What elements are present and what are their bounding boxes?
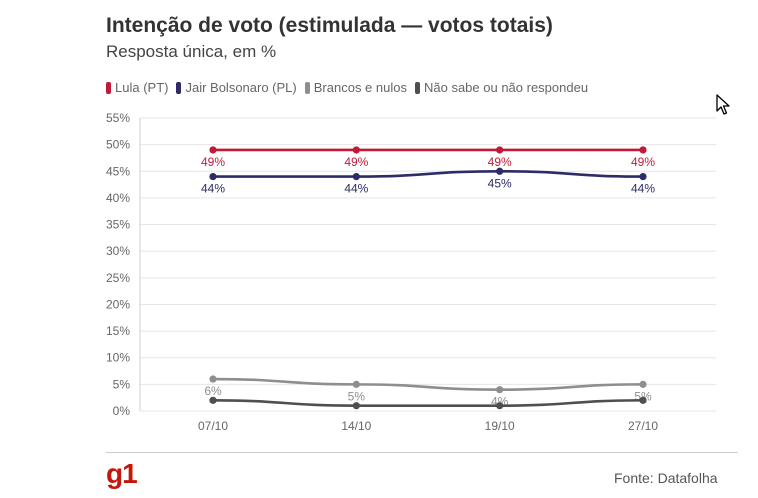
line-chart: 0% 5% 10% 15% 20% 25% 30% 35% 40% 45% 50% 55% 07/10 1…	[106, 111, 716, 433]
data-label-lula-pt: 49%	[488, 155, 512, 169]
data-point-brancos-e-nulos	[209, 375, 217, 383]
source-credit: Fonte: Datafolha	[614, 470, 718, 486]
data-point-nao-sabe-ou-nao-respondeu	[639, 396, 647, 404]
y-tick-label: 10%	[106, 351, 130, 365]
data-point-jair-bolsonaro-pl	[352, 173, 360, 181]
data-point-jair-bolsonaro-pl	[496, 167, 504, 175]
data-label-brancos-e-nulos: 6%	[204, 384, 222, 398]
data-point-jair-bolsonaro-pl	[639, 173, 647, 181]
legend-item-lula-pt: Lula (PT)	[106, 80, 168, 95]
y-tick-label: 45%	[106, 164, 130, 178]
data-label-brancos-e-nulos: 5%	[348, 389, 366, 403]
y-tick-label: 55%	[106, 111, 130, 125]
data-label-lula-pt: 49%	[631, 155, 655, 169]
legend-label: Brancos e nulos	[313, 80, 407, 95]
series-line-brancos-e-nulos	[211, 377, 645, 391]
y-tick-label: 30%	[106, 244, 130, 258]
series-line-jair-bolsonaro-pl	[211, 169, 645, 178]
chart-subtitle: Resposta única, em %	[106, 42, 277, 61]
data-label-jair-bolsonaro-pl: 44%	[631, 182, 655, 196]
arrow-cursor-icon	[716, 94, 730, 115]
chart-legend: Lula (PT) Jair Bolsonaro (PL) Brancos e nu…	[106, 80, 588, 95]
y-tick-label: 40%	[106, 191, 130, 205]
series-line-nao-sabe-ou-nao-respondeu	[211, 399, 645, 407]
data-point-brancos-e-nulos	[352, 380, 360, 388]
x-tick-label: 07/10	[198, 419, 228, 433]
g1-logo: g1	[106, 458, 138, 489]
data-point-nao-sabe-ou-nao-respondeu	[209, 396, 217, 404]
data-point-brancos-e-nulos	[639, 380, 647, 388]
data-label-jair-bolsonaro-pl: 44%	[201, 182, 225, 196]
chart-title: Intenção de voto (estimulada — votos tot…	[106, 14, 553, 37]
y-tick-label: 35%	[106, 218, 130, 232]
data-label-lula-pt: 49%	[344, 155, 368, 169]
y-tick-label: 15%	[106, 324, 130, 338]
data-label-jair-bolsonaro-pl: 45%	[488, 176, 512, 190]
legend-label: Não sabe ou não respondeu	[423, 80, 589, 95]
data-point-nao-sabe-ou-nao-respondeu	[496, 402, 504, 410]
y-tick-label: 25%	[106, 271, 130, 285]
x-tick-label: 14/10	[341, 419, 371, 433]
data-point-lula-pt	[209, 146, 217, 154]
x-tick-label: 19/10	[485, 419, 515, 433]
data-label-lula-pt: 49%	[201, 155, 225, 169]
data-point-lula-pt	[496, 146, 504, 154]
legend-item-brancos-e-nulos: Brancos e nulos	[304, 80, 407, 95]
y-tick-label: 50%	[106, 138, 130, 152]
x-tick-label: 27/10	[628, 419, 658, 433]
y-tick-label: 20%	[106, 297, 130, 311]
data-point-jair-bolsonaro-pl	[209, 173, 217, 181]
data-label-jair-bolsonaro-pl: 44%	[344, 182, 368, 196]
legend-swatch	[304, 81, 310, 94]
legend-label: Jair Bolsonaro (PL)	[185, 80, 297, 95]
footer-divider	[106, 452, 738, 453]
legend-swatch	[414, 81, 420, 94]
legend-item-jair-bolsonaro-pl: Jair Bolsonaro (PL)	[176, 80, 297, 95]
data-point-nao-sabe-ou-nao-respondeu	[352, 402, 360, 410]
y-tick-label: 0%	[113, 404, 131, 418]
legend-swatch	[106, 81, 111, 94]
legend-label: Lula (PT)	[115, 80, 169, 95]
y-tick-label: 5%	[113, 377, 131, 391]
data-point-lula-pt	[352, 146, 360, 154]
legend-item-nao-sabe-ou-nao-respondeu: Não sabe ou não respondeu	[414, 80, 589, 95]
legend-swatch	[176, 81, 182, 94]
data-point-brancos-e-nulos	[496, 386, 504, 394]
data-point-lula-pt	[639, 146, 647, 154]
